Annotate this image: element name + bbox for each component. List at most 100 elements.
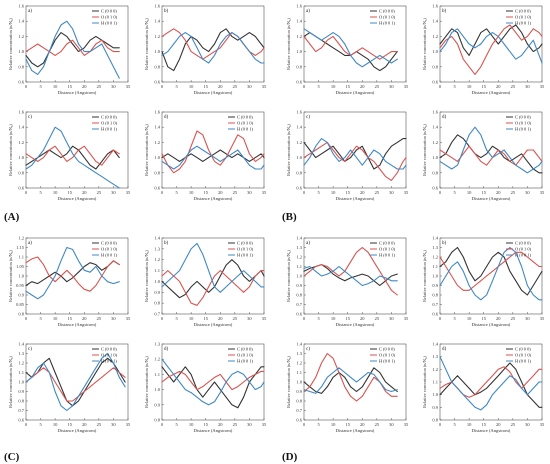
chart-C-1-xtick-label: 35 [126, 316, 131, 321]
chart-C-2-xtick-label: 35 [262, 316, 267, 321]
chart-D-2-ytick-label: 1.2 [432, 255, 438, 260]
chart-C-4-xtick-label: 25 [233, 422, 238, 427]
chart-C-2-series-3 [161, 242, 265, 293]
chart-D-1-ytick-label: 1.0 [296, 274, 302, 279]
chart-C-4-legend-label: C (0 0 0) [237, 347, 253, 352]
chart-C-2-xtick-label: 10 [189, 316, 194, 321]
chart-A-3-xtick-label: 15 [67, 190, 72, 195]
chart-D-4-ytick-label: 1.1 [432, 380, 438, 385]
panel-label-C: (C) [4, 451, 20, 463]
chart-B-1: 0 5 10 15 20 25 30 35 0.6 0.8 1.0 1.2 1.4 1.6 Distance… [286, 4, 409, 96]
chart-A-3-ylabel: Relative concentration (n/N₀) [8, 124, 13, 176]
chart-D-3-series-1 [303, 367, 398, 394]
chart-A-4-tag: d) [164, 115, 169, 120]
chart-B-3-xtick-label: 10 [331, 190, 336, 195]
chart-A-3-tag: c) [28, 115, 32, 120]
chart-C-3-xtick-label: 20 [82, 422, 87, 427]
chart-C-3-xtick-label: 35 [126, 422, 131, 427]
chart-A-2-xtick-label: 5 [175, 84, 178, 89]
panel-label-A: (A) [4, 211, 20, 223]
chart-C-3-ytick-label: 1.4 [18, 342, 24, 347]
chart-D-1-xtick-label: 25 [375, 316, 380, 321]
chart-D-3-ylabel: Relative concentration (n/N₀) [286, 356, 291, 408]
chart-B-2-ytick-label: 0.8 [432, 64, 438, 69]
chart-C-4-tag: d) [164, 347, 169, 352]
chart-A-2-ytick-label: 0.8 [154, 64, 160, 69]
chart-B-4-ytick-label: 0.6 [432, 186, 438, 191]
chart-A-1-series-2 [25, 39, 120, 56]
chart-D-1-legend-label: O (0 1 0) [379, 247, 396, 252]
chart-A-1-series-3 [25, 20, 120, 79]
chart-D-1-ytick-label: 0.9 [296, 283, 302, 288]
chart-A-1-legend-label: C (0 0 0) [101, 9, 117, 14]
chart-D-1-ylabel: Relative concentration (n/N₀) [286, 250, 291, 302]
chart-A-1-ytick-label: 0.8 [18, 64, 24, 69]
chart-C-1-xtick-label: 20 [82, 316, 87, 321]
chart-C-4-legend-label: O (0 1 0) [237, 353, 254, 358]
chart-A-2-tag: b) [164, 9, 169, 14]
chart-B-4-xtick-label: 0 [439, 190, 442, 195]
chart-B-2-series-1 [439, 24, 543, 56]
chart-C-2-tag: b) [164, 241, 169, 246]
chart-C-2-xtick-label: 20 [218, 316, 223, 321]
chart-D-3-xtick-label: 35 [404, 422, 409, 427]
chart-C-1-ytick-label: 0.9 [18, 293, 24, 298]
chart-D-1-legend-label: C (0 0 0) [379, 241, 395, 246]
chart-B-2-ytick-label: 1.0 [432, 49, 438, 54]
chart-B-1-xtick-label: 35 [404, 84, 409, 89]
chart-C-1-xtick-label: 30 [111, 316, 116, 321]
chart-D-1-xtick-label: 35 [404, 316, 409, 321]
chart-A-3-series-2 [25, 145, 120, 166]
chart-D-1-xtick-label: 10 [331, 316, 336, 321]
chart-B-4-tag: d) [442, 115, 447, 120]
chart-C-1-ytick-label: 1.15 [16, 245, 25, 250]
chart-C-2-xtick-label: 30 [247, 316, 252, 321]
chart-A-2-xtick-label: 0 [161, 84, 164, 89]
chart-D-2-tag: b) [442, 241, 447, 246]
chart-D-4-legend-label: O (0 1 0) [515, 353, 532, 358]
chart-D-3-xtick-label: 30 [389, 422, 394, 427]
chart-B-4-series-1 [439, 134, 543, 174]
chart-C-3-ytick-label: 0.9 [18, 389, 24, 394]
chart-C-4-xlabel: Distance (Angstrom) [194, 428, 233, 433]
chart-D-4-ytick-label: 0.9 [432, 405, 438, 410]
chart-B-1-xtick-label: 20 [360, 84, 365, 89]
chart-A-3-xtick-label: 0 [25, 190, 28, 195]
chart-A-4-xtick-label: 35 [262, 190, 267, 195]
chart-C-1-series-2 [25, 256, 120, 292]
chart-D-2-xtick-label: 20 [496, 316, 501, 321]
chart-B-4-legend-label: C (0 0 0) [515, 115, 531, 120]
chart-B-1-xtick-label: 10 [331, 84, 336, 89]
chart-C-3-xtick-label: 25 [97, 422, 102, 427]
chart-B-4-ytick-label: 1.4 [432, 125, 438, 130]
chart-D-3-xtick-label: 10 [331, 422, 336, 427]
chart-B-3-xtick-label: 20 [360, 190, 365, 195]
chart-D-3-ytick-label: 0.7 [296, 408, 302, 413]
chart-A-2-xlabel: Distance (Angstrom) [194, 90, 233, 95]
chart-B-4-xtick-label: 35 [540, 190, 545, 195]
chart-A-3-legend-label: H (0 0 1) [101, 127, 118, 132]
chart-C-2-ytick-label: 0.9 [154, 290, 160, 295]
chart-D-2-xtick-label: 35 [540, 316, 545, 321]
chart-A-3-xlabel: Distance (Angstrom) [58, 196, 97, 201]
chart-B-4-xtick-label: 15 [481, 190, 486, 195]
chart-C-1-ytick-label: 1.1 [18, 255, 24, 260]
chart-B-4-xtick-label: 25 [511, 190, 516, 195]
chart-A-1-xtick-label: 5 [39, 84, 42, 89]
chart-D-4-legend-label: C (0 0 0) [515, 347, 531, 352]
chart-D-2-ytick-label: 1.3 [432, 245, 438, 250]
chart-C-4-ylabel: Relative concentration (n/N₀) [144, 356, 149, 408]
chart-A-3-series-3 [25, 126, 120, 189]
chart-C-2-xtick-label: 5 [175, 316, 178, 321]
chart-B-4-xtick-label: 5 [453, 190, 456, 195]
chart-A-4-series-1 [161, 149, 265, 162]
chart-A-1-ytick-label: 1.2 [18, 34, 24, 39]
chart-D-2-xtick-label: 30 [525, 316, 530, 321]
chart-B-3-ylabel: Relative concentration (n/N₀) [286, 124, 291, 176]
chart-D-2-xtick-label: 5 [453, 316, 456, 321]
chart-D-2-ytick-label: 1.0 [432, 274, 438, 279]
chart-C-4-series-3 [161, 358, 265, 406]
chart-C-3-ytick-label: 1.1 [18, 370, 24, 375]
chart-B-4-xtick-label: 10 [467, 190, 472, 195]
chart-B-4-legend-label: H (0 0 1) [515, 127, 532, 132]
